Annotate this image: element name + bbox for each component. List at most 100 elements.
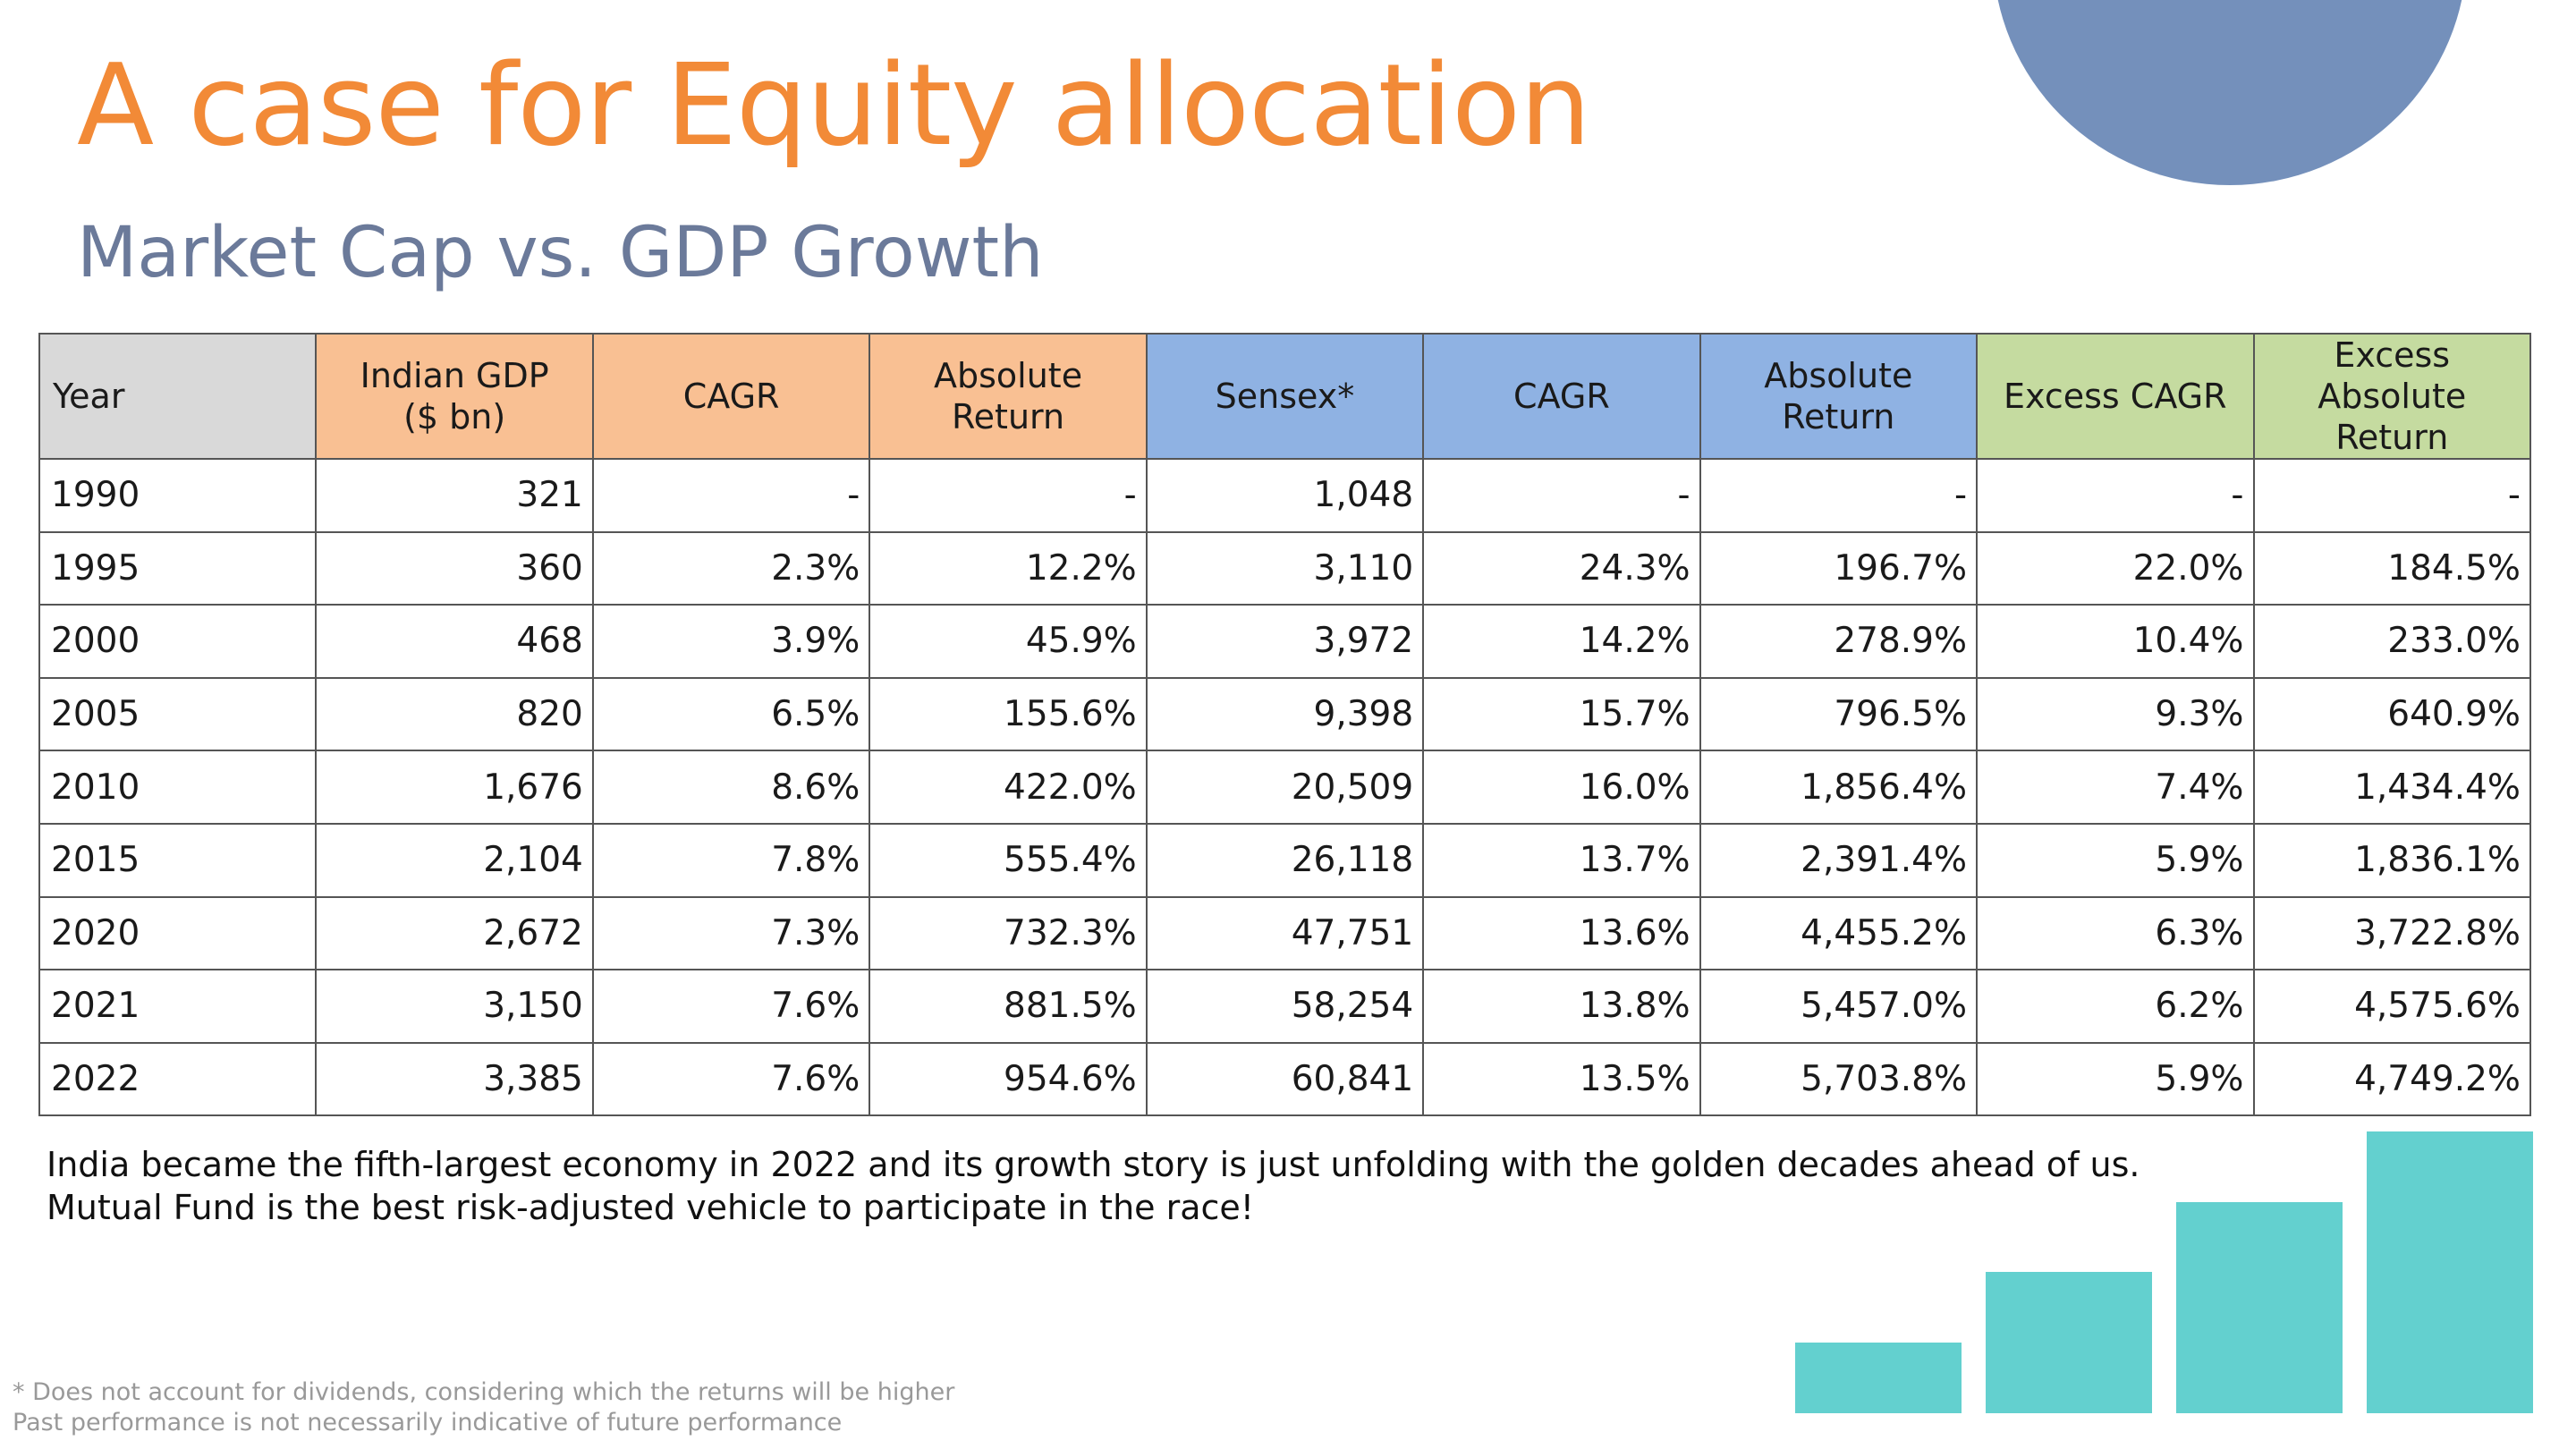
table-row: 2015 2,104 7.8% 555.4% 26,118 13.7% 2,39… (38, 822, 2531, 898)
cell-gdp-absolute-return: 954.6% (869, 1041, 1148, 1117)
cell-sensex-cagr: 15.7% (1422, 676, 1701, 752)
cell-sensex-absolute-return: 1,856.4% (1699, 750, 1979, 825)
cell-gdp: 360 (315, 530, 594, 606)
cell-gdp: 2,104 (315, 822, 594, 898)
cell-gdp-cagr: 7.6% (591, 969, 871, 1044)
decor-bar-3 (2176, 1202, 2343, 1413)
cell-year: 2021 (38, 969, 318, 1044)
decor-bar-4 (2367, 1131, 2533, 1413)
summary-note: India became the fifth-largest economy i… (47, 1143, 2140, 1229)
header-excess-absolute-return: Excess Absolute Return (2252, 333, 2531, 460)
cell-year: 2020 (38, 895, 318, 971)
cell-gdp: 3,385 (315, 1041, 594, 1117)
table-row: 2000 468 3.9% 45.9% 3,972 14.2% 278.9% 1… (38, 604, 2531, 679)
cell-sensex-absolute-return: 796.5% (1699, 676, 1979, 752)
cell-excess-cagr: 22.0% (1976, 530, 2255, 606)
cell-gdp-cagr: 2.3% (591, 530, 871, 606)
cell-sensex-cagr: 13.5% (1422, 1041, 1701, 1117)
cell-sensex-absolute-return: 5,457.0% (1699, 969, 1979, 1044)
cell-excess-absolute-return: 184.5% (2252, 530, 2531, 606)
cell-gdp: 3,150 (315, 969, 594, 1044)
disclaimer-footnote: * Does not account for dividends, consid… (13, 1377, 954, 1438)
cell-gdp-absolute-return: 422.0% (869, 750, 1148, 825)
cell-sensex: 20,509 (1145, 750, 1425, 825)
cell-year: 2005 (38, 676, 318, 752)
cell-sensex-absolute-return: 4,455.2% (1699, 895, 1979, 971)
cell-sensex: 47,751 (1145, 895, 1425, 971)
cell-gdp-absolute-return: 45.9% (869, 604, 1148, 679)
cell-year: 1990 (38, 458, 318, 533)
cell-gdp-cagr: - (591, 458, 871, 533)
cell-sensex-absolute-return: 5,703.8% (1699, 1041, 1979, 1117)
cell-sensex: 1,048 (1145, 458, 1425, 533)
cell-gdp-cagr: 7.3% (591, 895, 871, 971)
cell-gdp: 820 (315, 676, 594, 752)
cell-excess-absolute-return: 640.9% (2252, 676, 2531, 752)
cell-excess-cagr: 9.3% (1976, 676, 2255, 752)
cell-sensex-absolute-return: 2,391.4% (1699, 822, 1979, 898)
cell-excess-absolute-return: 3,722.8% (2252, 895, 2531, 971)
cell-sensex: 58,254 (1145, 969, 1425, 1044)
cell-sensex-cagr: 13.7% (1422, 822, 1701, 898)
cell-sensex-absolute-return: - (1699, 458, 1979, 533)
cell-sensex: 26,118 (1145, 822, 1425, 898)
cell-year: 2022 (38, 1041, 318, 1117)
table-row: 2021 3,150 7.6% 881.5% 58,254 13.8% 5,45… (38, 969, 2531, 1044)
cell-gdp-absolute-return: 155.6% (869, 676, 1148, 752)
cell-gdp: 1,676 (315, 750, 594, 825)
cell-gdp-absolute-return: 555.4% (869, 822, 1148, 898)
cell-excess-absolute-return: - (2252, 458, 2531, 533)
cell-excess-cagr: 6.2% (1976, 969, 2255, 1044)
decor-bar-2 (1986, 1272, 2152, 1413)
table-row: 1990 321 - - 1,048 - - - - (38, 458, 2531, 533)
header-gdp-cagr: CAGR (591, 333, 871, 460)
header-gdp-unit: ($ bn) (403, 397, 506, 436)
cell-sensex-cagr: 13.6% (1422, 895, 1701, 971)
cell-excess-cagr: 5.9% (1976, 822, 2255, 898)
table-header-row: Year Indian GDP ($ bn) CAGR Absolute Ret… (38, 333, 2531, 460)
page-subtitle: Market Cap vs. GDP Growth (77, 213, 1044, 293)
cell-sensex-cagr: 24.3% (1422, 530, 1701, 606)
cell-excess-absolute-return: 4,575.6% (2252, 969, 2531, 1044)
cell-excess-cagr: - (1976, 458, 2255, 533)
cell-sensex-absolute-return: 196.7% (1699, 530, 1979, 606)
cell-gdp: 2,672 (315, 895, 594, 971)
header-sensex-absolute-return: Absolute Return (1699, 333, 1979, 460)
table-row: 2022 3,385 7.6% 954.6% 60,841 13.5% 5,70… (38, 1041, 2531, 1117)
header-excess-cagr: Excess CAGR (1976, 333, 2255, 460)
header-gdp-label: Indian GDP (360, 356, 549, 395)
summary-note-line1: India became the fifth-largest economy i… (47, 1145, 2140, 1184)
header-year: Year (38, 333, 318, 460)
cell-gdp-absolute-return: 732.3% (869, 895, 1148, 971)
cell-gdp-cagr: 3.9% (591, 604, 871, 679)
cell-gdp: 321 (315, 458, 594, 533)
cell-gdp-cagr: 8.6% (591, 750, 871, 825)
header-gdp-absolute-return: Absolute Return (869, 333, 1148, 460)
header-excess-abs-line2: Return (2335, 418, 2449, 457)
cell-gdp-absolute-return: 12.2% (869, 530, 1148, 606)
cell-sensex-cagr: - (1422, 458, 1701, 533)
cell-excess-cagr: 6.3% (1976, 895, 2255, 971)
cell-sensex: 9,398 (1145, 676, 1425, 752)
cell-excess-cagr: 7.4% (1976, 750, 2255, 825)
cell-sensex-cagr: 16.0% (1422, 750, 1701, 825)
cell-excess-absolute-return: 4,749.2% (2252, 1041, 2531, 1117)
header-excess-abs-line1: Excess Absolute (2318, 335, 2467, 416)
cell-gdp-absolute-return: - (869, 458, 1148, 533)
cell-year: 2010 (38, 750, 318, 825)
cell-sensex-cagr: 14.2% (1422, 604, 1701, 679)
cell-sensex: 3,110 (1145, 530, 1425, 606)
cell-sensex-cagr: 13.8% (1422, 969, 1701, 1044)
header-sensex-cagr: CAGR (1422, 333, 1701, 460)
footnote-line2: Past performance is not necessarily indi… (13, 1409, 843, 1436)
gdp-vs-sensex-table: Year Indian GDP ($ bn) CAGR Absolute Ret… (38, 333, 2531, 1117)
table-row: 2020 2,672 7.3% 732.3% 47,751 13.6% 4,45… (38, 895, 2531, 971)
cell-gdp-cagr: 6.5% (591, 676, 871, 752)
cell-gdp-cagr: 7.8% (591, 822, 871, 898)
cell-excess-absolute-return: 1,836.1% (2252, 822, 2531, 898)
cell-excess-cagr: 5.9% (1976, 1041, 2255, 1117)
page-title: A case for Equity allocation (77, 39, 1591, 171)
footnote-line1: * Does not account for dividends, consid… (13, 1378, 955, 1406)
cell-sensex: 3,972 (1145, 604, 1425, 679)
table-row: 2005 820 6.5% 155.6% 9,398 15.7% 796.5% … (38, 676, 2531, 752)
